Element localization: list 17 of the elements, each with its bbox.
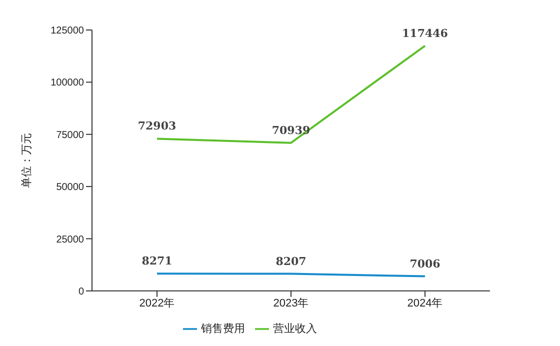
data-label: 8271: [142, 254, 172, 268]
x-tick-label: 2023年: [273, 298, 309, 310]
data-label: 7006: [410, 257, 441, 270]
data-label: 72903: [138, 120, 176, 133]
y-axis-title: 单位：万元: [20, 132, 33, 188]
y-tick-label: 0: [78, 286, 84, 298]
y-tick-label: 50000: [56, 182, 84, 194]
y-tick-label: 75000: [56, 130, 84, 141]
legend-label: 销售费用: [201, 322, 245, 335]
y-tick-label: 125000: [50, 26, 84, 37]
x-tick-label: 2022年: [139, 298, 175, 310]
y-tick-label: 25000: [56, 234, 84, 246]
data-label: 8207: [276, 254, 306, 268]
x-tick-label: 2024年: [407, 298, 443, 310]
data-label: 117446: [402, 26, 448, 40]
y-tick-label: 100000: [50, 78, 84, 89]
legend-label: 营业收入: [273, 322, 317, 335]
